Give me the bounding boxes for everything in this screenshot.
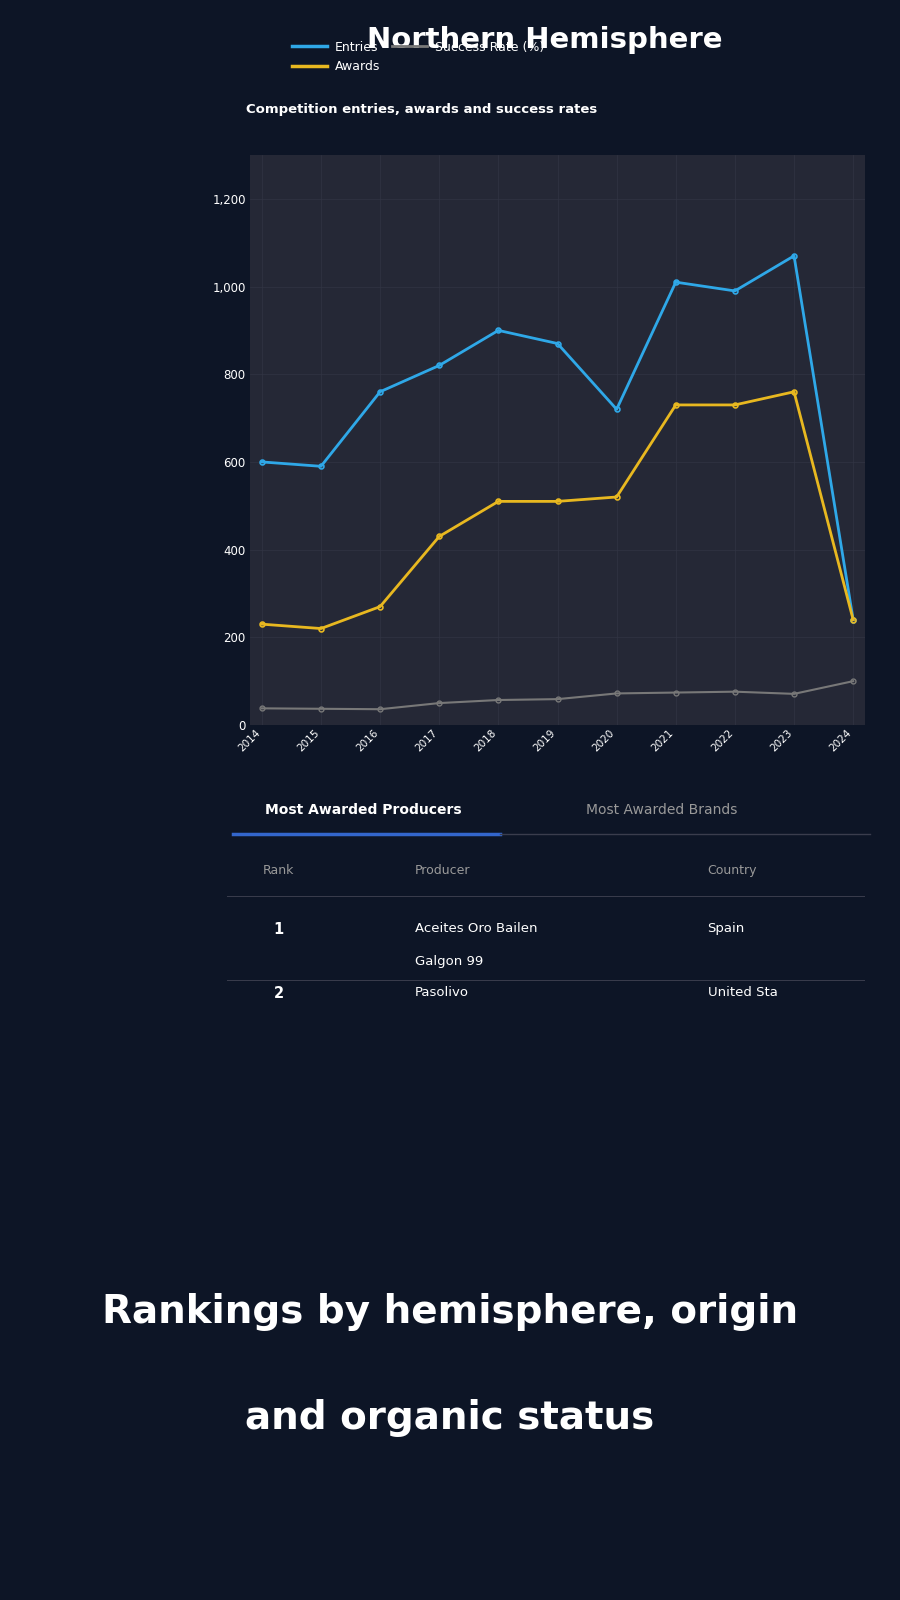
Text: United Sta: United Sta <box>707 987 778 1000</box>
Text: 2: 2 <box>274 987 284 1002</box>
Text: Rankings by hemisphere, origin: Rankings by hemisphere, origin <box>102 1293 798 1331</box>
Text: Most Awarded Brands: Most Awarded Brands <box>586 803 738 818</box>
Text: Rank: Rank <box>263 864 294 877</box>
Text: Northern Hemisphere: Northern Hemisphere <box>367 26 723 54</box>
Text: Galgon 99: Galgon 99 <box>415 955 483 968</box>
Text: Spain: Spain <box>707 922 745 934</box>
Text: Competition entries, awards and success rates: Competition entries, awards and success … <box>246 102 598 115</box>
Text: Aceites Oro Bailen: Aceites Oro Bailen <box>415 922 537 934</box>
Text: Most Awarded Producers: Most Awarded Producers <box>265 803 462 818</box>
Text: Country: Country <box>707 864 757 877</box>
Text: Producer: Producer <box>415 864 471 877</box>
Text: Pasolivo: Pasolivo <box>415 987 469 1000</box>
Text: 1: 1 <box>274 922 284 936</box>
Legend: Entries, Awards, Success Rate (%): Entries, Awards, Success Rate (%) <box>287 35 549 78</box>
Text: and organic status: and organic status <box>246 1398 654 1437</box>
